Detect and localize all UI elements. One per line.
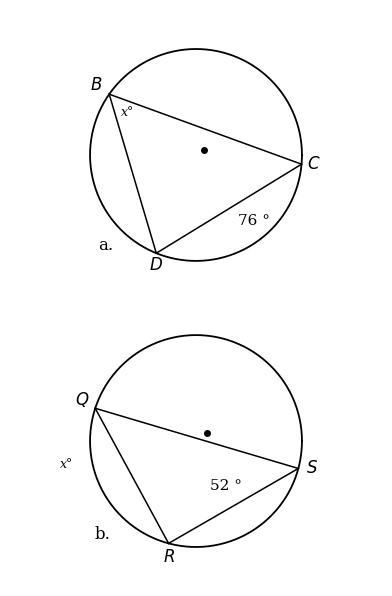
Text: 52 °: 52 ° — [210, 479, 241, 492]
Text: $Q$: $Q$ — [75, 390, 90, 409]
Text: $B$: $B$ — [90, 77, 103, 94]
Text: x°: x° — [60, 458, 73, 471]
Text: $C$: $C$ — [307, 156, 321, 173]
Text: $D$: $D$ — [149, 257, 163, 274]
Text: a.: a. — [98, 237, 114, 253]
Text: $R$: $R$ — [163, 549, 174, 566]
Text: x°: x° — [121, 105, 134, 119]
Text: b.: b. — [95, 526, 111, 543]
Text: 76 °: 76 ° — [238, 213, 270, 228]
Text: $S$: $S$ — [306, 460, 318, 477]
